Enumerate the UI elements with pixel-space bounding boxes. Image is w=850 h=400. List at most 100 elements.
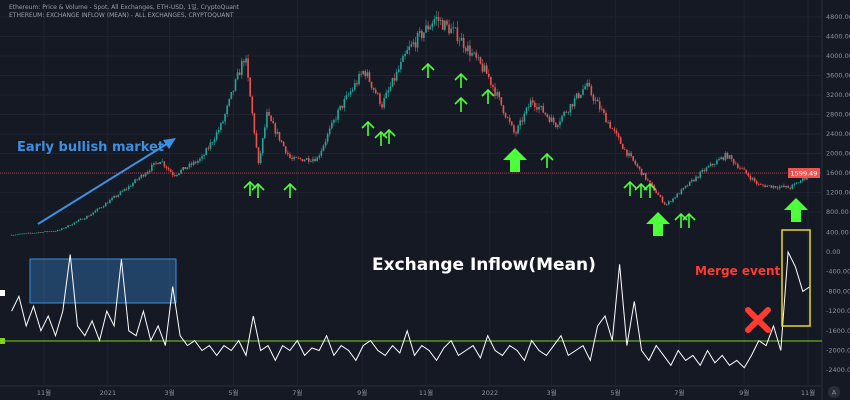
candle-body bbox=[199, 158, 201, 161]
candle-body bbox=[649, 180, 651, 183]
candle-body bbox=[770, 185, 773, 188]
candle-body bbox=[716, 160, 718, 165]
candle-body bbox=[437, 17, 440, 21]
candle-body bbox=[615, 130, 618, 134]
candle-body bbox=[148, 170, 151, 172]
candle-body bbox=[349, 91, 352, 95]
candle-body bbox=[379, 93, 381, 105]
auto-scale-button[interactable] bbox=[828, 386, 840, 398]
candle-body bbox=[190, 163, 193, 165]
candle-body bbox=[150, 164, 153, 171]
candle-body bbox=[525, 107, 528, 114]
time-tick-label: 11월 bbox=[801, 388, 815, 397]
candle-body bbox=[734, 163, 737, 165]
time-tick-label: 9월 bbox=[739, 388, 749, 397]
candle-body bbox=[322, 145, 325, 151]
candle-body bbox=[295, 157, 298, 158]
candle-body bbox=[312, 159, 314, 162]
candle-body bbox=[60, 228, 63, 230]
candle-body bbox=[776, 187, 779, 189]
candle-body bbox=[747, 173, 750, 177]
candle-body bbox=[391, 77, 394, 87]
green-arrow-icon bbox=[243, 180, 257, 196]
candle-body bbox=[726, 152, 729, 159]
candle-body bbox=[567, 112, 570, 113]
candle-body bbox=[238, 72, 241, 75]
candle-body bbox=[307, 158, 310, 162]
candle-body bbox=[624, 149, 626, 150]
time-tick-label: 5월 bbox=[228, 388, 238, 397]
merge-event-label: Merge event bbox=[695, 264, 781, 278]
inflow-tick-label: -1600.00 bbox=[826, 327, 850, 335]
time-tick-label: 5월 bbox=[610, 388, 620, 397]
candle-body bbox=[213, 139, 216, 143]
candle-body bbox=[326, 134, 329, 142]
inflow-tick-label: 400.00 bbox=[826, 228, 849, 236]
candle-body bbox=[718, 159, 720, 161]
candle-body bbox=[364, 71, 367, 77]
inflow-tick-label: 0.00 bbox=[826, 248, 840, 256]
candle-body bbox=[638, 166, 641, 169]
candle-body bbox=[215, 132, 218, 140]
time-tick-label: 3월 bbox=[547, 388, 557, 397]
candle-body bbox=[84, 218, 86, 220]
candle-body bbox=[146, 171, 149, 174]
time-tick-label: 11월 bbox=[419, 388, 433, 397]
candle-body bbox=[132, 183, 134, 187]
candle-body bbox=[571, 104, 574, 107]
candle-body bbox=[339, 105, 341, 110]
green-arrow-icon bbox=[540, 152, 554, 168]
candle-body bbox=[408, 46, 411, 51]
candle-body bbox=[121, 190, 124, 192]
candle-body bbox=[280, 140, 283, 142]
candle-body bbox=[226, 105, 228, 115]
candle-body bbox=[559, 121, 561, 126]
candle-body bbox=[337, 109, 339, 120]
candle-body bbox=[594, 99, 597, 101]
candle-body bbox=[416, 32, 419, 48]
candle-body bbox=[500, 97, 503, 106]
green-arrow-icon bbox=[454, 72, 468, 88]
candle-body bbox=[464, 48, 467, 52]
candle-body bbox=[232, 90, 235, 93]
candle-body bbox=[534, 102, 536, 108]
candle-body bbox=[31, 233, 34, 234]
candle-body bbox=[519, 120, 521, 126]
candle-body bbox=[201, 156, 203, 159]
candle-body bbox=[758, 183, 760, 185]
candle-body bbox=[709, 163, 712, 167]
inflow-tick-label: -2000.00 bbox=[826, 347, 850, 355]
candle-body bbox=[217, 130, 220, 133]
candle-body bbox=[695, 176, 697, 182]
candle-body bbox=[77, 219, 80, 222]
candle-body bbox=[14, 234, 17, 236]
candle-body bbox=[207, 148, 210, 149]
candle-body bbox=[402, 55, 404, 62]
green-arrow-icon bbox=[682, 212, 696, 228]
candle-body bbox=[360, 73, 362, 75]
candle-body bbox=[477, 57, 480, 58]
candle-body bbox=[588, 82, 591, 87]
time-tick-label: 11월 bbox=[37, 388, 51, 397]
candle-body bbox=[130, 186, 132, 187]
legend-price: Ethereum: Price & Volume - Spot, All Exc… bbox=[9, 4, 240, 11]
candle-body bbox=[253, 113, 256, 134]
candle-body bbox=[634, 160, 637, 165]
price-tick-label: 3600.00 bbox=[826, 72, 850, 80]
candle-body bbox=[467, 45, 469, 52]
candle-body bbox=[632, 156, 635, 161]
candle-body bbox=[697, 176, 699, 178]
candle-body bbox=[284, 146, 287, 153]
candle-body bbox=[523, 113, 526, 122]
green-arrow-solid-icon bbox=[646, 212, 670, 236]
candle-body bbox=[354, 83, 356, 90]
candle-body bbox=[56, 230, 59, 232]
candle-body bbox=[494, 87, 496, 96]
candle-body bbox=[381, 104, 383, 108]
candle-body bbox=[676, 193, 678, 198]
candle-body bbox=[578, 93, 580, 98]
candle-body bbox=[636, 164, 639, 167]
candle-body bbox=[565, 111, 568, 113]
candle-body bbox=[287, 152, 289, 155]
candle-body bbox=[603, 109, 605, 113]
